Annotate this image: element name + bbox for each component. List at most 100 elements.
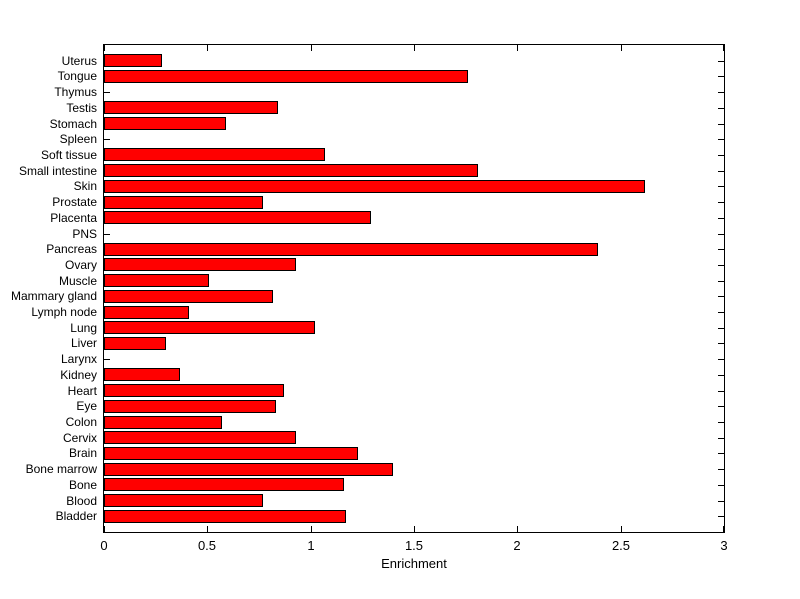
y-tick-mark-left — [104, 139, 110, 140]
x-tick-mark-bottom — [723, 526, 724, 532]
y-tick-mark-right — [718, 312, 724, 313]
y-axis-label-spleen: Spleen — [59, 132, 97, 146]
x-tick-mark-top — [104, 45, 105, 51]
bar-tongue — [104, 70, 468, 83]
x-tick-mark-bottom — [104, 526, 105, 532]
bar-muscle — [104, 274, 209, 287]
bar-stomach — [104, 117, 226, 130]
y-tick-mark-right — [718, 76, 724, 77]
y-axis-label-brain: Brain — [68, 446, 97, 460]
bar-testis — [104, 101, 278, 114]
y-axis-label-larynx: Larynx — [60, 352, 97, 366]
y-axis-label-thymus: Thymus — [54, 85, 97, 99]
y-tick-mark-right — [718, 438, 724, 439]
y-axis-label-pancreas: Pancreas — [46, 242, 97, 256]
x-tick-label: 2.5 — [611, 538, 631, 553]
y-tick-mark-right — [718, 343, 724, 344]
y-tick-mark-right — [718, 265, 724, 266]
x-tick-label: 1.5 — [404, 538, 424, 553]
plot-area — [103, 44, 725, 533]
bar-colon — [104, 416, 222, 429]
y-axis-label-soft-tissue: Soft tissue — [40, 148, 97, 162]
y-axis-label-uterus: Uterus — [61, 54, 97, 68]
y-tick-mark-right — [718, 485, 724, 486]
x-tick-mark-top — [517, 45, 518, 51]
y-tick-mark-right — [718, 516, 724, 517]
x-tick-mark-bottom — [414, 526, 415, 532]
bar-liver — [104, 337, 166, 350]
y-tick-mark-left — [104, 359, 110, 360]
y-tick-mark-right — [718, 92, 724, 93]
y-tick-mark-right — [718, 108, 724, 109]
x-tick-label: 1 — [307, 538, 315, 553]
y-tick-mark-right — [718, 359, 724, 360]
y-tick-mark-left — [104, 234, 110, 235]
y-axis-label-lung: Lung — [70, 321, 97, 335]
y-axis-label-heart: Heart — [67, 384, 97, 398]
x-tick-label: 3 — [720, 538, 728, 553]
x-tick-mark-top — [207, 45, 208, 51]
y-tick-mark-right — [718, 186, 724, 187]
x-tick-mark-top — [621, 45, 622, 51]
y-axis-label-lymph-node: Lymph node — [31, 305, 97, 319]
bar-lymph-node — [104, 306, 189, 319]
bar-placenta — [104, 211, 371, 224]
y-axis-label-stomach: Stomach — [49, 117, 97, 131]
y-tick-mark-right — [718, 202, 724, 203]
bar-kidney — [104, 368, 180, 381]
y-axis-label-blood: Blood — [66, 494, 97, 508]
y-tick-mark-right — [718, 328, 724, 329]
x-tick-label: 0.5 — [197, 538, 217, 553]
x-tick-mark-top — [311, 45, 312, 51]
y-axis-label-prostate: Prostate — [52, 195, 97, 209]
x-tick-label: 2 — [513, 538, 521, 553]
bar-prostate — [104, 196, 263, 209]
x-tick-mark-top — [414, 45, 415, 51]
y-tick-mark-right — [718, 453, 724, 454]
y-tick-mark-right — [718, 391, 724, 392]
y-axis-label-liver: Liver — [70, 336, 97, 350]
y-axis-label-bone-marrow: Bone marrow — [25, 462, 97, 476]
bar-pancreas — [104, 243, 598, 256]
y-axis-label-ovary: Ovary — [64, 258, 97, 272]
x-tick-mark-top — [723, 45, 724, 51]
y-axis-label-muscle: Muscle — [58, 274, 97, 288]
bar-blood — [104, 494, 263, 507]
y-tick-mark-right — [718, 469, 724, 470]
bar-small-intestine — [104, 164, 478, 177]
y-tick-mark-right — [718, 281, 724, 282]
x-tick-mark-bottom — [517, 526, 518, 532]
y-tick-mark-left — [104, 92, 110, 93]
bar-soft-tissue — [104, 148, 325, 161]
bar-uterus — [104, 54, 162, 67]
y-tick-mark-right — [718, 501, 724, 502]
bar-bone-marrow — [104, 463, 393, 476]
y-tick-mark-right — [718, 61, 724, 62]
bar-eye — [104, 400, 276, 413]
y-axis-label-skin: Skin — [73, 179, 97, 193]
bar-cervix — [104, 431, 296, 444]
y-tick-mark-right — [718, 406, 724, 407]
bar-bladder — [104, 510, 346, 523]
bar-lung — [104, 321, 315, 334]
bar-ovary — [104, 258, 296, 271]
y-axis-label-tongue: Tongue — [57, 69, 97, 83]
y-tick-mark-right — [718, 296, 724, 297]
x-axis-title: Enrichment — [381, 556, 447, 571]
bar-skin — [104, 180, 645, 193]
bar-bone — [104, 478, 344, 491]
y-tick-mark-right — [718, 218, 724, 219]
y-axis-label-bladder: Bladder — [55, 509, 97, 523]
x-tick-mark-bottom — [207, 526, 208, 532]
y-axis-label-bone: Bone — [68, 478, 97, 492]
x-tick-label: 0 — [100, 538, 108, 553]
bar-mammary-gland — [104, 290, 273, 303]
y-axis-label-small-intestine: Small intestine — [18, 164, 97, 178]
y-tick-mark-right — [718, 249, 724, 250]
y-tick-mark-right — [718, 234, 724, 235]
y-tick-mark-right — [718, 422, 724, 423]
y-axis-label-eye: Eye — [76, 399, 97, 413]
y-axis-label-pns: PNS — [72, 227, 97, 241]
y-axis-label-testis: Testis — [66, 101, 97, 115]
